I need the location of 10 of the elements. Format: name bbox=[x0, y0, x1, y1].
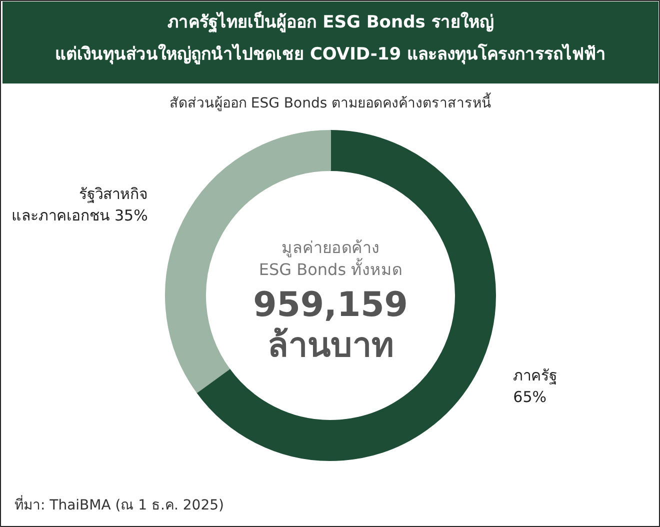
text: 959,159 bbox=[253, 285, 408, 325]
data-label: 65% bbox=[513, 388, 546, 406]
chart-title: ภาครัฐไทยเป็นผู้ออก ESG Bonds รายใหญ่ แต่เงินทุนส่วนใหญ่ถูกนำไปชดเชย COVID-19 และลงทุนโครงการรถไฟฟ้า bbox=[55, 10, 606, 66]
text: ล้านบาท bbox=[268, 326, 394, 366]
text: มูลค่ายอดค้าง bbox=[282, 238, 380, 258]
slice-label: รัฐวิสาหกิจ และภาคเอกชน 35% bbox=[12, 184, 148, 224]
chart-subtitle: สัดส่วนผู้ออก ESG Bonds ตามยอดคงค้างตราสารหนี้ bbox=[169, 92, 492, 112]
text: ที่มา: ThaiBMA (ณ 1 ธ.ค. 2025) bbox=[14, 496, 224, 514]
text: ESG Bonds ทั้งหมด bbox=[258, 258, 402, 279]
slice-label: ภาครัฐ bbox=[513, 366, 558, 384]
